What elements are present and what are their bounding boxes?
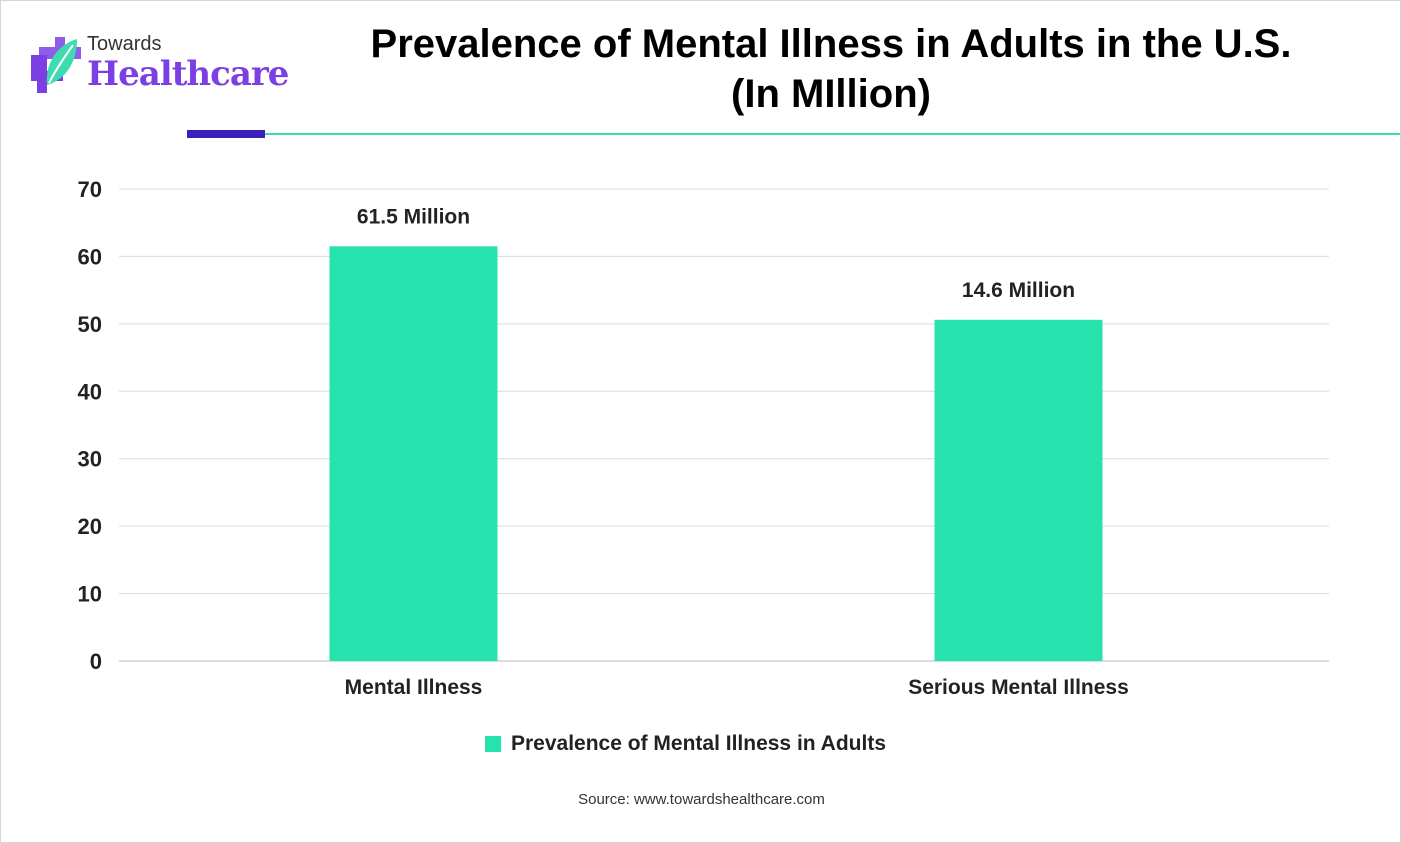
y-tick-label: 70 xyxy=(78,177,102,202)
x-category-label: Mental Illness xyxy=(345,676,483,699)
chart-title-line-2: (In MIllion) xyxy=(731,72,931,116)
logo-top-text: Towards xyxy=(87,33,162,55)
y-tick-label: 0 xyxy=(90,649,102,674)
y-tick-label: 60 xyxy=(78,244,102,269)
y-tick-label: 40 xyxy=(78,379,102,404)
y-tick-label: 30 xyxy=(78,447,102,472)
legend-swatch xyxy=(485,736,501,752)
y-tick-label: 10 xyxy=(78,582,102,607)
y-tick-label: 50 xyxy=(78,312,102,337)
y-tick-label: 20 xyxy=(78,514,102,539)
x-category-label: Serious Mental Illness xyxy=(908,676,1129,699)
data-label: 14.6 Million xyxy=(962,279,1075,302)
chart-title-line-1: Prevalence of Mental Illness in Adults i… xyxy=(370,22,1292,66)
legend: Prevalence of Mental Illness in Adults xyxy=(485,732,886,756)
bar xyxy=(329,246,498,662)
header-accent-line xyxy=(265,133,1400,135)
logo-bottom-text: Healthcare xyxy=(87,54,289,94)
legend-label: Prevalence of Mental Illness in Adults xyxy=(511,732,886,755)
header-accent-bar xyxy=(187,130,265,138)
brand-logo: Towards Healthcare xyxy=(27,31,289,101)
source-note: Source: www.towardshealthcare.com xyxy=(578,791,825,808)
medical-cross-leaf-icon xyxy=(31,37,81,93)
chart-title: Prevalence of Mental Illness in Adults i… xyxy=(301,19,1361,119)
data-label: 61.5 Million xyxy=(357,205,470,228)
bar xyxy=(934,319,1103,661)
